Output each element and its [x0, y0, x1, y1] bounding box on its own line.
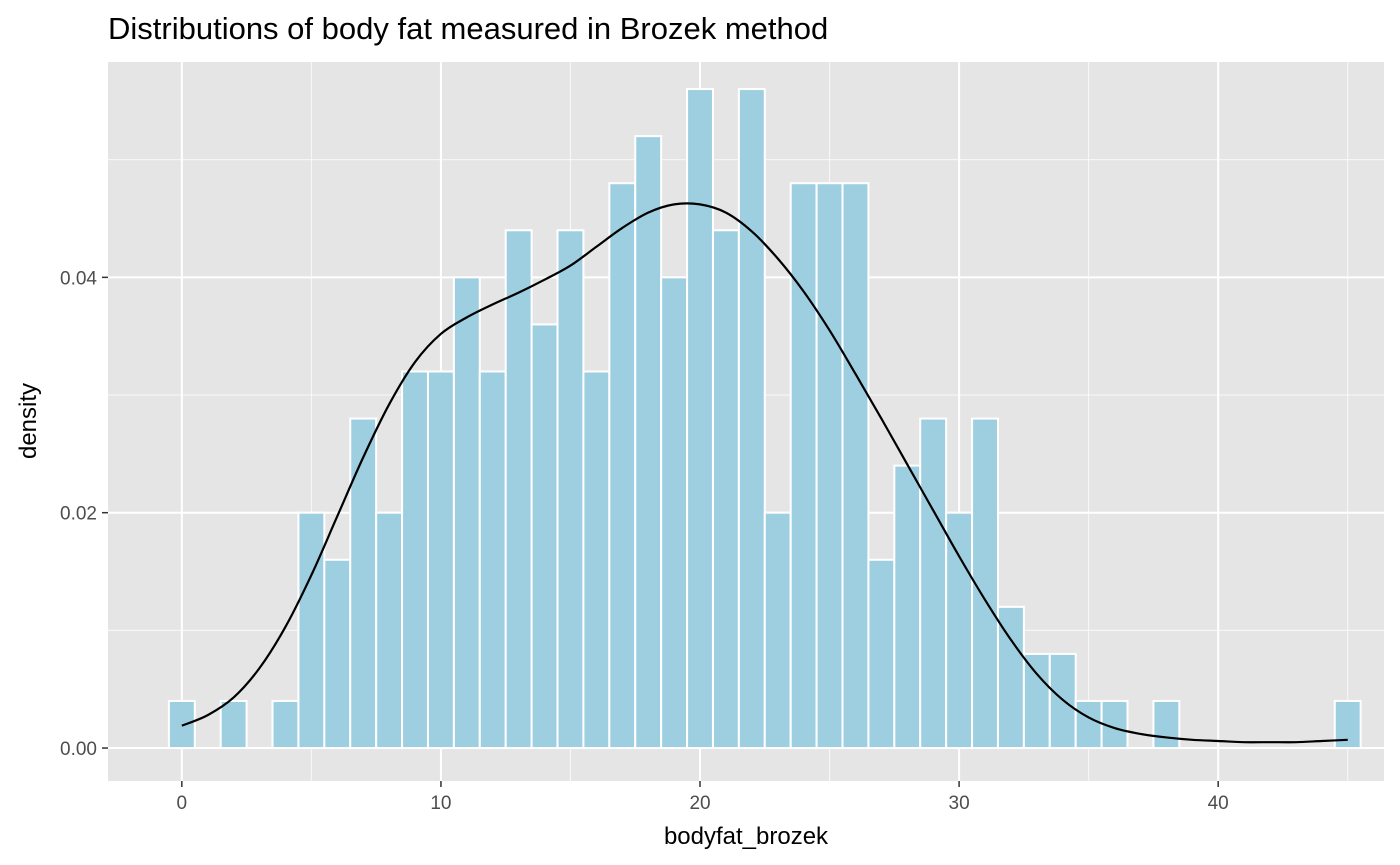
histogram-bar: [763, 511, 792, 750]
histogram-bar: [478, 370, 507, 750]
histogram-bar: [789, 182, 818, 750]
histogram-bar: [737, 88, 766, 750]
histogram-bar: [893, 464, 922, 750]
x-tick-label: 20: [689, 793, 710, 814]
histogram-bar: [711, 229, 740, 750]
y-tick-label: 0.04: [60, 268, 97, 289]
histogram-bar: [660, 276, 689, 750]
histogram-bars: [167, 88, 1362, 750]
histogram-bar: [1152, 699, 1181, 750]
y-axis: 0.00 0.02 0.04: [60, 268, 108, 760]
histogram-bar: [452, 276, 481, 750]
histogram-bar: [219, 699, 248, 750]
histogram-bar: [867, 558, 896, 750]
histogram-bar: [323, 558, 352, 750]
x-axis: 0 10 20 30 40: [177, 781, 1229, 814]
histogram-bar: [504, 229, 533, 750]
histogram-bar: [971, 417, 999, 750]
x-tick-label: 40: [1208, 793, 1229, 814]
histogram-bar: [1074, 699, 1103, 750]
histogram-bar: [349, 417, 378, 750]
x-tick-label: 30: [949, 793, 970, 814]
histogram-bar: [401, 370, 429, 750]
y-axis-title: density: [15, 383, 42, 459]
y-tick-label: 0.02: [60, 504, 97, 525]
histogram-bar: [815, 182, 844, 750]
histogram-bar: [375, 511, 404, 750]
density-curve: [181, 202, 1348, 744]
y-tick-label: 0.00: [60, 739, 97, 760]
histogram-bar: [919, 417, 948, 750]
histogram-bar: [608, 182, 637, 750]
chart-title: Distributions of body fat measured in Br…: [108, 11, 828, 46]
histogram-bar: [556, 229, 585, 750]
histogram-bar: [841, 182, 870, 750]
histogram-bar: [582, 370, 611, 750]
histogram-bar: [297, 511, 326, 750]
histogram-bar: [686, 88, 714, 750]
histogram-bar: [530, 323, 559, 750]
x-tick-label: 10: [430, 793, 451, 814]
histogram-bar: [634, 135, 663, 750]
histogram-bar: [1022, 652, 1051, 750]
x-tick-label: 0: [177, 793, 188, 814]
histogram-bar: [426, 370, 455, 750]
histogram-bar: [1048, 652, 1077, 750]
x-axis-title: bodyfat_brozek: [664, 823, 829, 850]
histogram-bar: [271, 699, 300, 750]
histogram-bar: [945, 511, 974, 750]
